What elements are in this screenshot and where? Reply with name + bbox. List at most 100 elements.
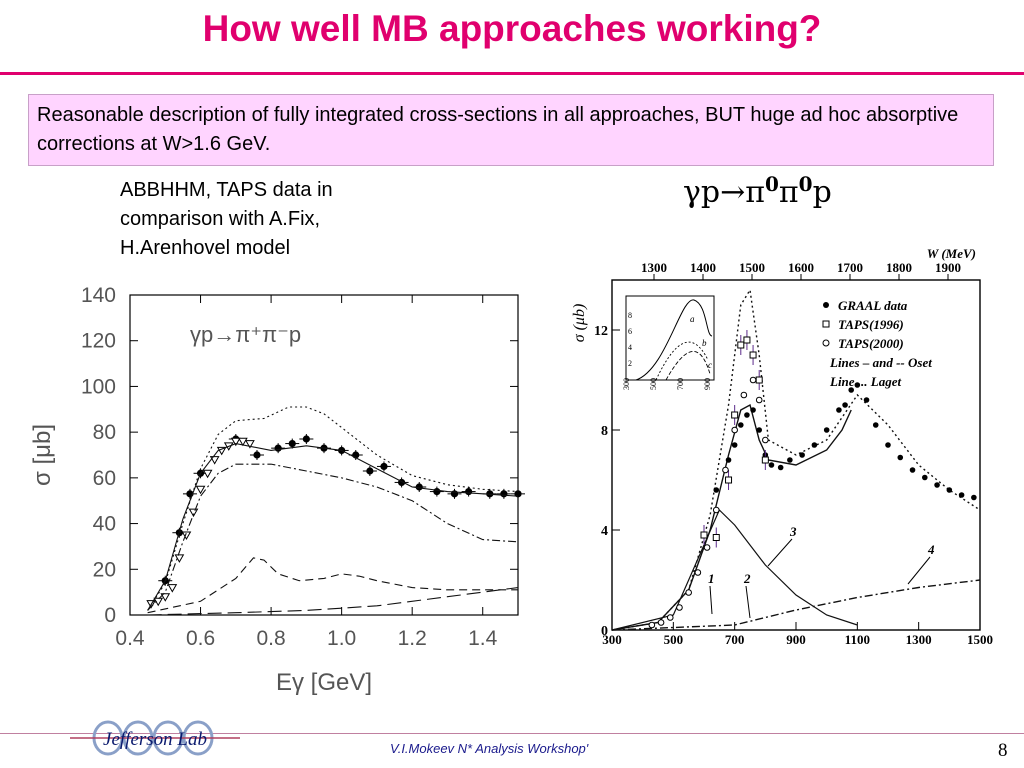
right-data-point-taps2000	[657, 619, 665, 626]
right-inset-curve-b	[655, 341, 709, 381]
right-curve-label: 3	[789, 524, 797, 539]
right-data-point-graal	[848, 387, 854, 393]
right-top-tick-label: 1800	[886, 260, 912, 275]
left-data-point-filled	[274, 444, 282, 452]
left-data-point-triangle	[202, 469, 213, 479]
reaction-end: p	[812, 175, 832, 210]
right-y-axis-label: σ (μb)	[571, 304, 588, 343]
right-legend-entry: TAPS(2000)	[838, 336, 904, 351]
right-curve-label-arrow	[907, 556, 931, 585]
left-data-point-triangle	[245, 440, 255, 449]
right-inset-label: a	[690, 314, 695, 324]
right-y-tick-label: 0	[601, 624, 608, 639]
right-data-point-taps1996	[712, 534, 720, 541]
left-x-axis-label: Eγ [GeV]	[276, 669, 372, 696]
left-curve-long-dash	[147, 587, 519, 616]
right-inset-y-tick-label: 4	[628, 343, 632, 352]
left-x-tick-label: 1.0	[327, 627, 356, 650]
left-data-point-triangle	[188, 508, 199, 518]
right-top-tick-label: 1900	[935, 260, 961, 275]
left-y-tick-label: 20	[93, 558, 116, 581]
footer-text: V.I.Mokeev N* Analysis Workshop'	[390, 741, 589, 756]
right-data-point-taps1996	[737, 341, 745, 349]
right-top-axis-label: W (MeV)	[927, 248, 976, 261]
right-curve-label-arrow	[709, 585, 713, 615]
page-number: 8	[998, 740, 1008, 761]
right-data-point-taps2000	[712, 506, 720, 514]
left-reaction-annotation: γp→π⁺π⁻p	[190, 322, 301, 347]
right-curve-solid-thin	[611, 508, 858, 631]
right-data-point-graal	[823, 427, 830, 433]
left-chart: 0.4 0.6 0.8 1.0 1.2 1.4 140 120 100 80 60 40 20 0 Eγ […	[29, 284, 525, 696]
left-data-point-filled	[288, 439, 296, 448]
right-data-point-taps2000	[731, 426, 738, 434]
right-curve-dotted	[611, 287, 981, 631]
right-top-tick-label: 1500	[739, 260, 765, 275]
left-y-tick-label: 120	[81, 330, 116, 353]
right-data-point-graal	[738, 422, 744, 428]
right-data-point-taps2000	[694, 569, 702, 576]
right-x-tick-label: 900	[786, 632, 806, 647]
left-data-point-triangle	[181, 531, 192, 541]
right-data-point-taps2000	[676, 604, 683, 611]
right-legend-marker-filled	[823, 302, 829, 308]
right-data-point-graal	[777, 464, 784, 471]
right-top-tick-label: 1700	[837, 260, 863, 275]
right-data-point-graal	[946, 487, 953, 493]
right-data-point-taps1996	[743, 336, 751, 344]
left-data-point-filled	[253, 451, 261, 459]
right-data-point-graal	[909, 467, 916, 473]
right-inset-curve-c	[665, 351, 711, 381]
left-data-point-filled	[302, 435, 310, 443]
right-data-point-taps1996	[755, 376, 763, 384]
reaction-sup-1: 0	[765, 172, 779, 196]
right-inset-x-tick-label: 900	[703, 378, 712, 390]
left-data-point-filled	[415, 483, 423, 491]
left-curve-dotted	[147, 406, 519, 611]
left-data-point-filled	[465, 487, 473, 496]
left-curve-dash-dot	[147, 463, 519, 611]
right-x-tick-label: 1500	[967, 632, 993, 647]
right-data-point-graal	[897, 454, 904, 461]
right-data-point-graal	[863, 397, 870, 403]
left-data-point-filled	[433, 487, 441, 496]
right-curve-label: 4	[927, 542, 935, 557]
reaction-base: γp→π	[683, 175, 765, 210]
left-y-tick-label: 60	[93, 467, 116, 490]
left-figure-caption: ABBHHM, TAPS data in comparison with A.F…	[120, 179, 333, 259]
reaction-sup-2: 0	[798, 172, 813, 196]
right-data-point-graal	[854, 382, 861, 388]
left-data-point-filled	[500, 490, 508, 498]
left-data-point-triangle	[160, 593, 171, 602]
right-data-point-taps2000	[648, 621, 656, 629]
right-data-point-graal	[934, 482, 940, 488]
left-data-point-triangle	[230, 437, 241, 447]
right-data-point-taps2000	[762, 436, 769, 444]
right-data-point-graal	[725, 457, 732, 463]
right-inset-y-tick-label: 2	[628, 359, 632, 368]
right-data-point-taps2000	[722, 466, 729, 474]
left-data-point-triangle	[209, 456, 220, 465]
right-legend-marker-open	[822, 339, 830, 347]
right-x-tick-label: 1100	[845, 632, 870, 647]
right-legend-entry: Lines – and -- Oset	[829, 355, 932, 370]
left-data-point-triangle	[167, 584, 178, 593]
right-data-point-taps2000	[755, 396, 763, 404]
left-data-point-filled	[380, 462, 388, 471]
summary-box: Reasonable description of fully integrat…	[28, 94, 994, 166]
right-data-point-graal	[768, 462, 775, 468]
right-y-tick-label: 12	[594, 324, 608, 339]
right-x-tick-label: 300	[602, 632, 622, 647]
footer-divider	[0, 733, 1024, 734]
right-inset-y-tick-label: 6	[628, 327, 632, 336]
right-inset-x-tick-label: 300	[622, 378, 631, 390]
right-data-point-taps1996	[761, 456, 769, 464]
right-top-tick-label: 1400	[690, 260, 716, 275]
left-data-point-triangle	[195, 485, 206, 495]
right-curve-label-arrow	[745, 585, 751, 619]
right-data-point-graal	[713, 487, 720, 493]
right-legend-entry: TAPS(1996)	[838, 317, 904, 332]
right-curve-label-arrow	[767, 538, 793, 567]
right-data-point-taps1996	[749, 351, 757, 359]
